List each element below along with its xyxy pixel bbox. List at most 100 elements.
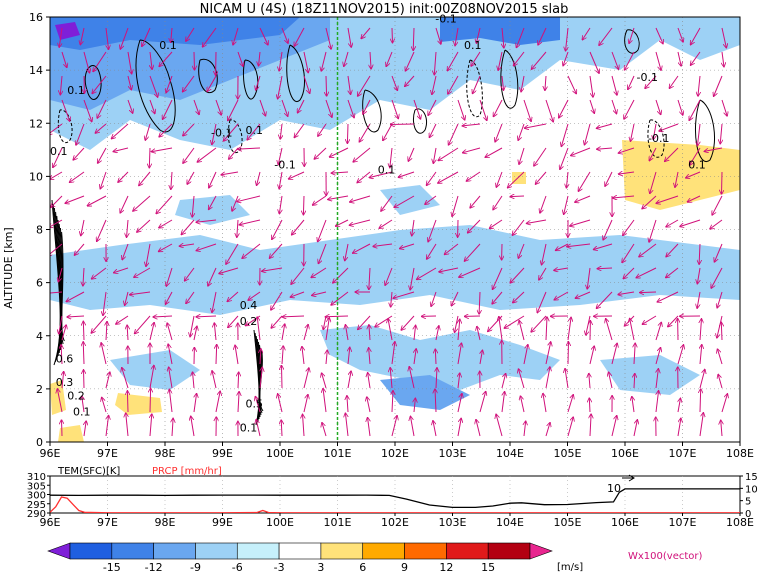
wind-vector <box>629 27 635 44</box>
wind-vector <box>345 243 349 261</box>
colorbar-cell <box>111 542 154 560</box>
wind-vector <box>642 195 657 209</box>
wind-vector <box>457 99 465 120</box>
wind-vector <box>247 123 261 140</box>
wind-vector <box>255 396 261 413</box>
wind-vector <box>50 123 63 135</box>
wind-vector <box>599 27 613 46</box>
wind-vector <box>498 51 503 71</box>
wind-vector <box>347 371 351 389</box>
contour-line <box>694 99 716 163</box>
wind-vector <box>435 27 441 44</box>
wind-vector <box>349 219 371 225</box>
wind-vector <box>208 267 217 286</box>
contour-label: 0.6 <box>56 352 74 365</box>
wind-vector <box>239 219 261 225</box>
wind-vector <box>718 374 723 389</box>
wind-vector <box>540 195 547 213</box>
colorbar-label: -9 <box>190 561 201 574</box>
wind-vector <box>87 195 107 206</box>
contour-label: 0.5 <box>246 397 264 410</box>
wind-vector <box>554 268 569 270</box>
wind-vector <box>721 420 722 437</box>
wind-vector <box>504 315 525 328</box>
wind-vector <box>347 123 348 144</box>
wind-vector <box>678 398 681 413</box>
wind-vector <box>278 75 283 99</box>
wind-vector <box>391 75 398 91</box>
wind-vector <box>149 147 150 168</box>
wind-vector <box>433 421 437 437</box>
wind-vector <box>58 267 63 282</box>
wind-vector <box>165 291 173 305</box>
wind-vector <box>476 419 481 437</box>
x-tick-label: 96E <box>40 447 61 460</box>
contour-label: 0.1 <box>246 124 264 137</box>
wind-vector <box>524 123 547 128</box>
wind-vector <box>59 27 63 47</box>
wind-vector <box>83 342 84 365</box>
wind-vector <box>105 27 109 50</box>
wind-vector <box>477 326 481 341</box>
wind-vector <box>95 123 107 133</box>
wind-vector <box>181 219 195 235</box>
wind-vector <box>510 196 525 197</box>
contour-line <box>84 65 102 100</box>
wind-vector <box>425 195 437 204</box>
wind-vector <box>385 267 393 286</box>
x-tick-label: 107E <box>669 447 697 460</box>
wind-vector <box>69 171 85 183</box>
y-tick-label: 10 <box>29 170 43 183</box>
wind-vector <box>697 267 700 284</box>
contour-label: 0.1 <box>73 405 91 418</box>
colorbar-cell <box>195 542 238 560</box>
wind-vector <box>242 243 261 258</box>
wind-vector <box>416 267 437 280</box>
wind-vector <box>606 318 613 341</box>
x-tick-label: 104E <box>496 447 524 460</box>
wind-vector <box>282 365 283 389</box>
wind-vector <box>587 267 591 289</box>
wind-vector <box>570 219 591 226</box>
x-tick-label: 96E <box>40 516 61 529</box>
wind-vector <box>331 172 349 173</box>
wind-vector <box>444 243 459 255</box>
wind-vector <box>120 195 129 213</box>
wind-vector <box>642 315 657 324</box>
wind-vector <box>325 318 329 341</box>
contour-line <box>286 44 306 103</box>
wind-vector <box>279 51 283 71</box>
wind-vector <box>113 267 129 273</box>
wind-vector <box>369 171 393 178</box>
wind-vector <box>302 346 304 365</box>
wind-vector <box>363 99 371 114</box>
wind-vector <box>501 373 506 389</box>
wind-vector <box>521 75 525 92</box>
wind-vector <box>172 418 173 437</box>
wind-vector <box>105 415 109 437</box>
wind-vector <box>281 27 288 43</box>
wind-vector <box>159 123 173 137</box>
wind-vector <box>545 75 546 91</box>
wind-vector <box>151 147 173 152</box>
wind-vector <box>303 75 310 94</box>
wind-vector <box>432 75 437 95</box>
wind-vector <box>575 291 591 298</box>
colorbar-cell <box>529 542 553 560</box>
wind-vector <box>134 267 151 278</box>
contour-label: 0.1 <box>378 164 396 177</box>
wind-vector <box>83 267 84 286</box>
wind-vector <box>519 147 525 165</box>
wind-vector <box>312 195 327 205</box>
wind-vector <box>575 195 591 202</box>
wind-vector <box>91 267 107 279</box>
wind-vector <box>303 368 309 389</box>
colorbar-label: -6 <box>232 561 243 574</box>
wind-vector <box>133 195 151 211</box>
wind-vector <box>512 219 525 235</box>
wind-vector <box>314 147 327 159</box>
wind-vector <box>145 123 151 140</box>
wind-vector <box>457 343 462 365</box>
wind-vector <box>149 322 154 341</box>
